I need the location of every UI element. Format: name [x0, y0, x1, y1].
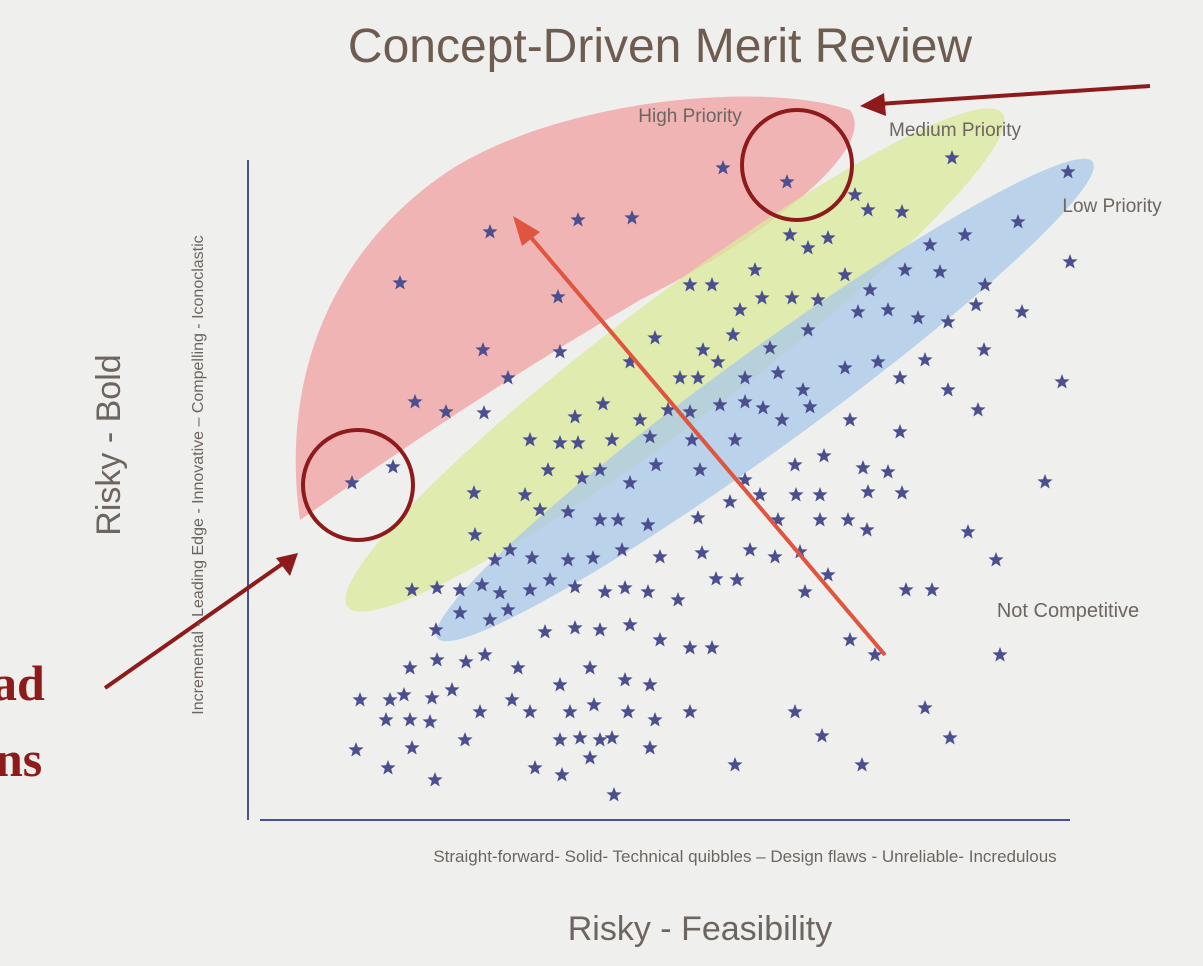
side-note: ns: [0, 731, 42, 787]
region-label: Medium Priority: [889, 120, 1021, 141]
region-label: High Priority: [638, 106, 742, 127]
slide: Concept-Driven Merit Review High Priorit…: [0, 0, 1203, 966]
region-label: Low Priority: [1062, 196, 1162, 217]
y-label: Risky - Bold: [90, 354, 128, 535]
side-note: ad: [0, 655, 45, 711]
region-label: Not Competitive: [997, 600, 1139, 622]
x-scale: Straight-forward- Solid- Technical quibb…: [433, 847, 1056, 866]
y-scale: Incremental - Leading Edge - Innovative …: [190, 235, 207, 714]
title: Concept-Driven Merit Review: [348, 20, 973, 73]
x-label: Risky - Feasibility: [568, 910, 832, 948]
